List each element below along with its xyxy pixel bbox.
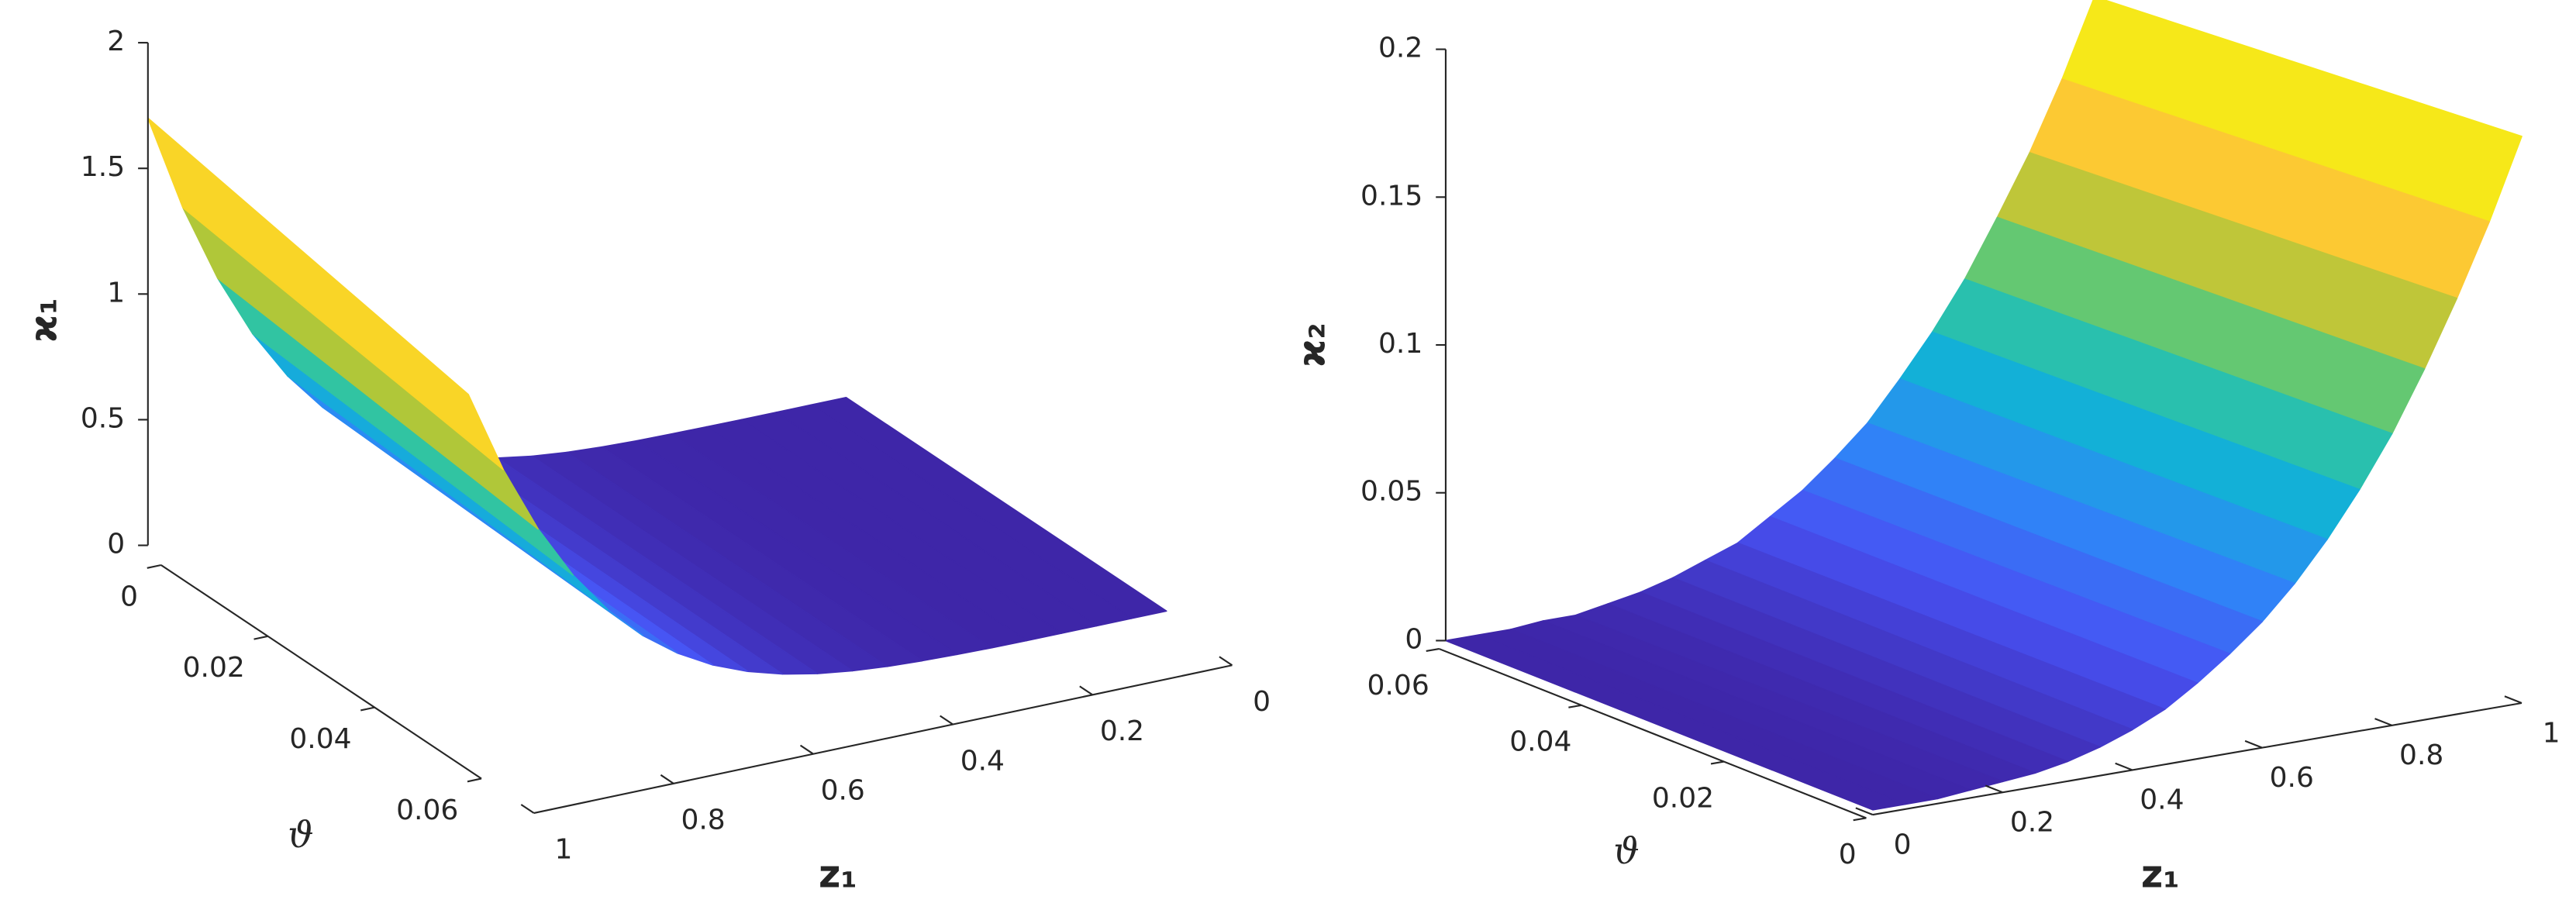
y-tick-label: 0.06	[1367, 670, 1429, 701]
x-tick-label: 0.2	[1100, 715, 1144, 747]
y-axis-line	[160, 564, 482, 780]
z-axis-label: ϰ₁	[22, 298, 65, 343]
z-tick-label: 1.5	[81, 151, 125, 183]
y-axis-label: ϑ	[288, 814, 313, 856]
surface-patch	[182, 206, 539, 530]
z-tick-label: 0.1	[1378, 328, 1422, 360]
z-tick-label: 1	[107, 277, 125, 309]
x-tick	[2244, 739, 2263, 749]
x-tick-label: 0	[1253, 686, 1271, 718]
y-tick-label: 0.02	[1652, 782, 1714, 814]
x-axis-label: z₁	[819, 853, 857, 897]
x-tick	[1855, 807, 1874, 816]
x-tick	[1079, 685, 1093, 696]
surface	[1445, 0, 2523, 811]
x-tick-label: 1	[555, 834, 573, 866]
y-tick	[1710, 760, 1724, 765]
x-axis-line	[1872, 701, 2523, 816]
y-tick-label: 0	[120, 581, 138, 612]
surface-chart: 0 0.2 0.4 0.6 0.8 1 0 0.02 0.04 0.06 0 0.5 1 1.5 2 z₁ ϑ ϰ…	[22, 26, 1271, 897]
y-tick	[467, 777, 482, 783]
y-tick	[147, 564, 161, 569]
x-tick	[2374, 718, 2392, 726]
x-axis-line	[533, 664, 1233, 815]
x-tick-label: 1	[2543, 717, 2560, 749]
x-tick	[940, 715, 953, 726]
z-tick-label: 0.05	[1360, 476, 1422, 508]
y-tick	[253, 635, 268, 640]
x-tick	[2115, 762, 2133, 771]
x-tick	[1985, 784, 2003, 794]
surface-patch	[147, 117, 504, 471]
x-tick-label: 0	[1894, 829, 1912, 860]
x-tick-label: 0.4	[960, 745, 1005, 777]
y-axis-line	[1439, 648, 1867, 819]
y-tick-label: 0	[1839, 839, 1857, 870]
x-tick	[660, 774, 674, 784]
x-tick-label: 0.8	[681, 805, 725, 836]
surface-patch	[1445, 634, 1906, 811]
x-tick	[2504, 695, 2523, 704]
y-axis-label: ϑ	[1613, 830, 1639, 872]
x-tick	[520, 804, 535, 814]
z-tick-label: 0.5	[81, 402, 125, 434]
y-tick	[1853, 817, 1867, 822]
z-tick-label: 0.15	[1360, 180, 1422, 212]
x-tick-label: 0.6	[821, 774, 865, 806]
x-tick-label: 0.6	[2270, 762, 2314, 794]
surface-chart: 0 0.2 0.4 0.6 0.8 1 0 0.02 0.04 0.06 0 0.05 0.1 0.15 0…	[1290, 0, 2560, 897]
x-tick	[799, 744, 814, 755]
z-tick-label: 0.2	[1378, 33, 1422, 64]
z-tick-label: 0	[107, 529, 125, 560]
x-tick-label: 0.4	[2140, 784, 2184, 816]
x-tick-label: 0.8	[2399, 739, 2443, 771]
y-tick-label: 0.02	[183, 652, 245, 684]
z-tick-label: 0	[1405, 623, 1422, 655]
y-tick	[360, 706, 375, 712]
x-tick-label: 0.2	[2010, 807, 2054, 839]
y-tick-label: 0.04	[1509, 726, 1571, 758]
y-tick	[1426, 648, 1440, 652]
x-tick	[1219, 656, 1233, 667]
y-tick-label: 0.06	[396, 795, 458, 826]
y-tick	[1568, 704, 1582, 708]
surface	[147, 117, 1167, 675]
surface-patch	[217, 277, 574, 576]
y-tick-label: 0.04	[289, 723, 351, 755]
x-axis-label: z₁	[2141, 853, 2180, 897]
z-tick-label: 2	[107, 26, 125, 57]
z-axis-label: ϰ₂	[1290, 322, 1333, 367]
